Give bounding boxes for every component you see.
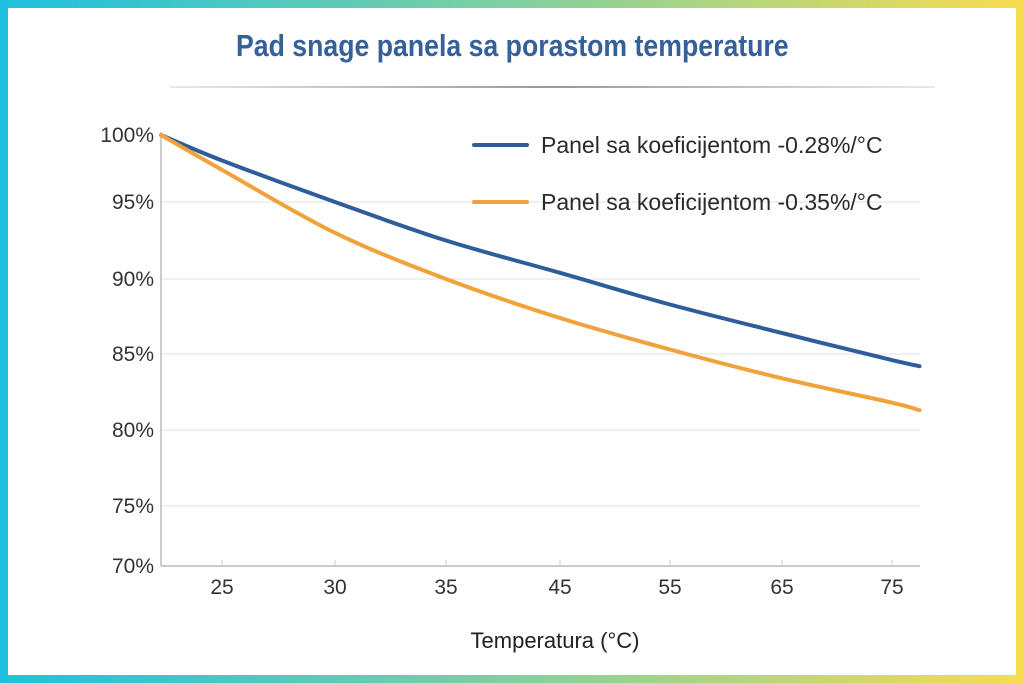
x-tick-label: 55: [658, 576, 681, 599]
y-tick-label: 70%: [112, 555, 154, 578]
x-tick-label: 75: [880, 576, 903, 599]
legend-label: Panel sa koeficijentom -0.28%/°C: [541, 132, 883, 158]
chart-card: [8, 8, 1016, 675]
series-line-2: [158, 133, 922, 413]
chart-title: Pad snage panela sa porastom temperature: [0, 28, 1024, 64]
y-tick-label: 80%: [112, 419, 154, 442]
x-tick-label: 65: [770, 576, 793, 599]
x-tick-label: 45: [548, 576, 571, 599]
legend-label: Panel sa koeficijentom -0.35%/°C: [541, 189, 883, 215]
y-tick-label: 95%: [112, 191, 154, 214]
x-tick-label: 25: [210, 576, 233, 599]
y-tick-label: 75%: [112, 495, 154, 518]
y-tick-label: 90%: [112, 268, 154, 291]
x-axis-label: Temperatura (°C): [471, 628, 640, 653]
chart-title-text: Pad snage panela sa porastom temperature: [235, 28, 789, 63]
series-line-1: [158, 133, 922, 369]
x-tick-label: 30: [323, 576, 346, 599]
y-tick-label: 85%: [112, 343, 154, 366]
x-tick-label: 35: [434, 576, 457, 599]
y-tick-label: 100%: [100, 124, 154, 147]
title-divider: [170, 86, 935, 88]
